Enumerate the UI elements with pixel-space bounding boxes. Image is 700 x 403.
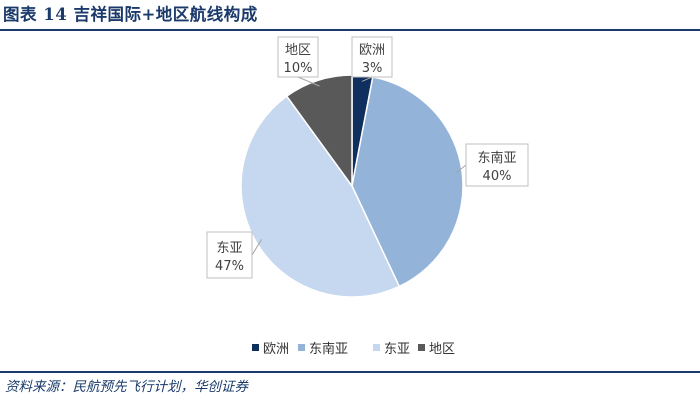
legend-item-欧洲: 欧洲 bbox=[252, 342, 289, 357]
callout-欧洲: 欧洲 3% bbox=[351, 36, 393, 78]
legend-swatch bbox=[252, 344, 259, 351]
leader-line-地区 bbox=[297, 76, 320, 87]
callout-category-label: 地区 bbox=[285, 43, 311, 58]
callout-value-label: 3% bbox=[362, 61, 383, 76]
legend-swatch bbox=[373, 344, 380, 351]
legend-swatch bbox=[298, 344, 305, 351]
leader-lines bbox=[251, 76, 467, 256]
leader-line-欧洲 bbox=[361, 76, 373, 82]
callout-东亚: 东亚 47% bbox=[206, 231, 253, 279]
chart-legend: 欧洲 东南亚 东亚 地区 bbox=[252, 341, 455, 357]
legend-label: 东南亚 bbox=[309, 341, 348, 357]
source-divider bbox=[0, 371, 700, 373]
callout-value-label: 40% bbox=[483, 169, 512, 184]
callout-category-label: 欧洲 bbox=[359, 43, 385, 58]
callout-value-label: 10% bbox=[284, 61, 313, 76]
chart-title: 图表 14 吉祥国际+地区航线构成 bbox=[3, 5, 258, 24]
legend-item-地区: 地区 bbox=[418, 342, 455, 357]
pie-slices bbox=[240, 74, 464, 298]
leader-line-东南亚 bbox=[455, 164, 467, 174]
pie-slice-东亚 bbox=[240, 95, 401, 298]
callout-category-label: 东南亚 bbox=[477, 150, 516, 166]
callout-box bbox=[206, 231, 253, 279]
leader-line-东亚 bbox=[251, 239, 263, 256]
legend-item-东亚: 东亚 bbox=[373, 342, 410, 357]
legend-label: 东亚 bbox=[384, 342, 410, 357]
callout-地区: 地区 10% bbox=[277, 36, 319, 78]
callout-box bbox=[351, 36, 393, 78]
legend-label: 地区 bbox=[429, 342, 455, 357]
legend-label: 欧洲 bbox=[263, 342, 289, 357]
callout-box bbox=[277, 36, 319, 78]
callout-box bbox=[465, 143, 529, 187]
source-note: 资料来源：民航预先飞行计划，华创证券 bbox=[5, 379, 248, 395]
callout-东南亚: 东南亚 40% bbox=[465, 143, 529, 187]
title-divider bbox=[0, 29, 700, 31]
legend-swatch bbox=[418, 344, 425, 351]
legend-item-东南亚: 东南亚 bbox=[298, 341, 348, 357]
pie-slice-东南亚 bbox=[351, 76, 464, 288]
data-label-callouts: 欧洲 3% 东南亚 40% 东亚 47% 地区 10% bbox=[206, 36, 529, 279]
callout-value-label: 47% bbox=[215, 259, 244, 274]
callout-category-label: 东亚 bbox=[216, 241, 242, 256]
